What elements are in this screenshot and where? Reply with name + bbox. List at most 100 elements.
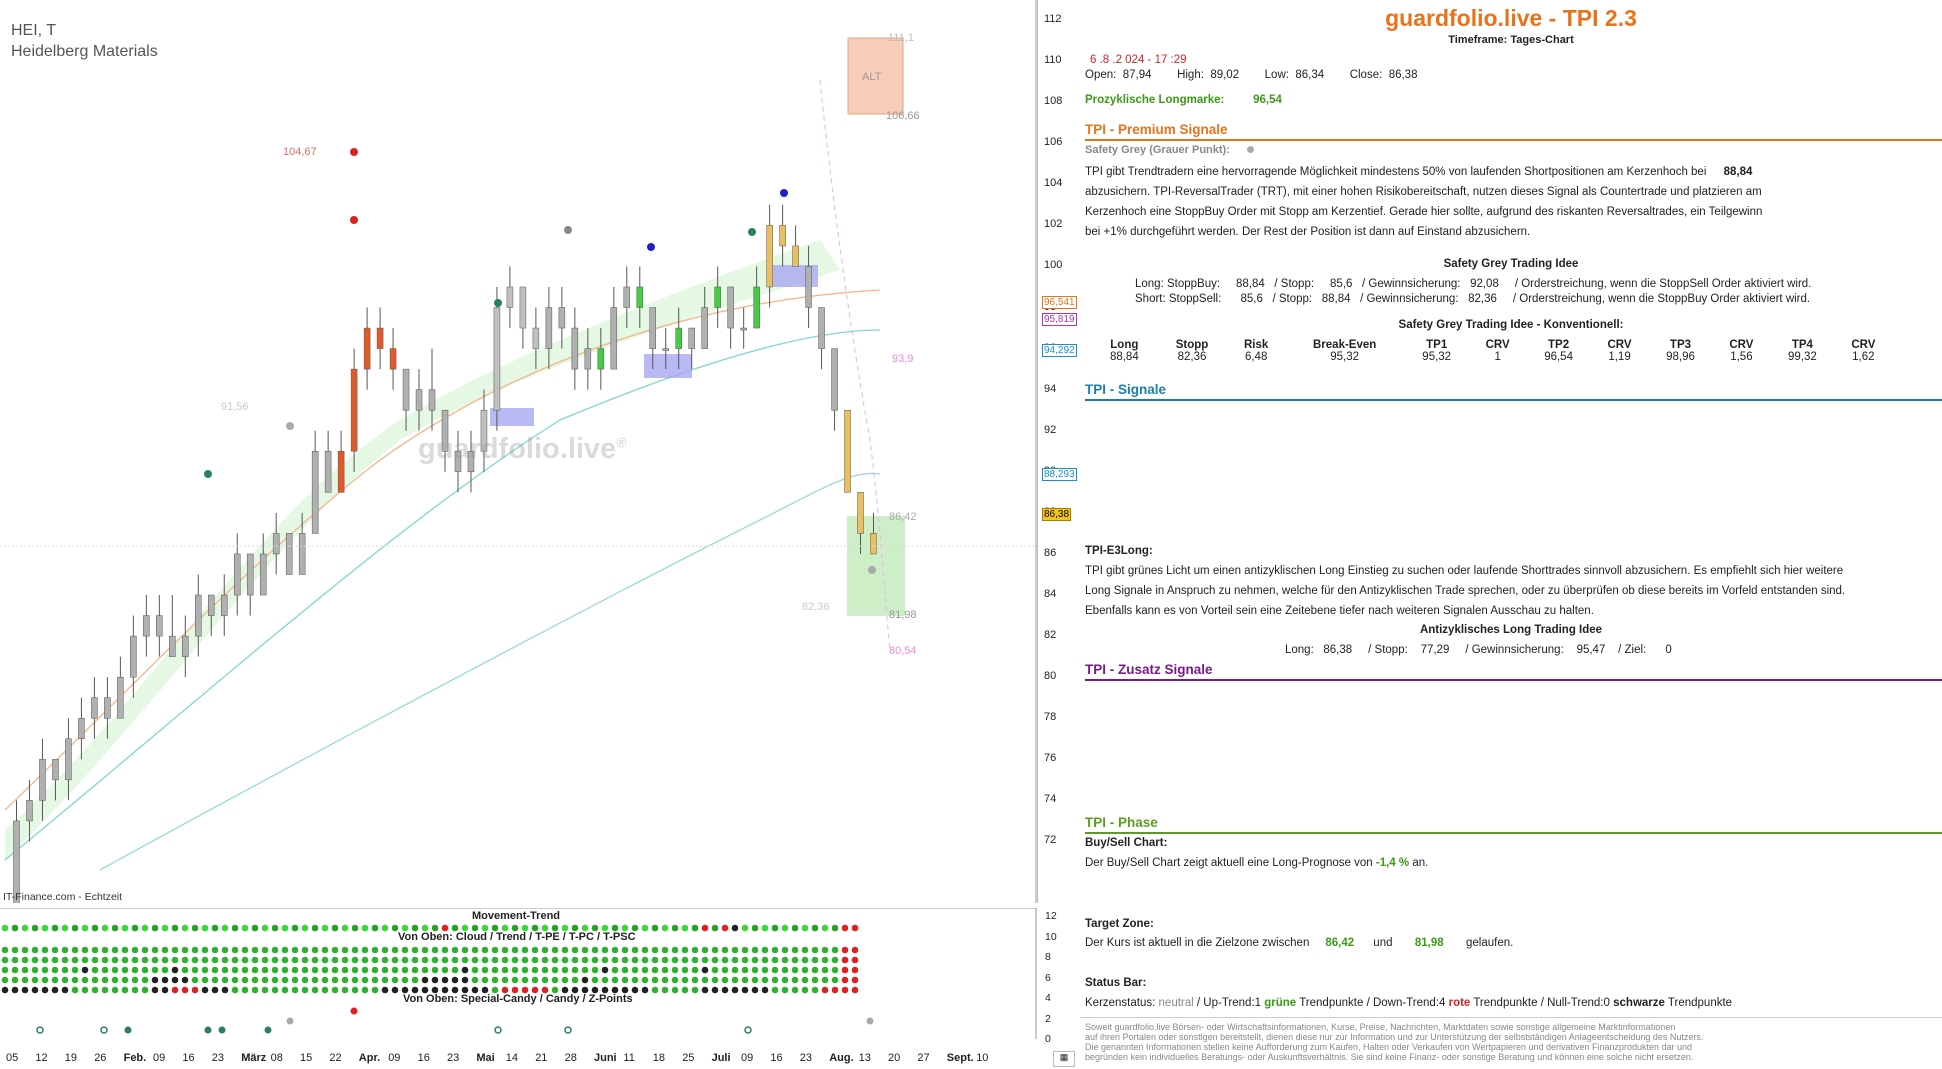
x-tick-26: 16 <box>770 1052 783 1064</box>
conv-value-6: 96,54 <box>1544 351 1573 363</box>
indicator-dot-0-77 <box>771 924 779 932</box>
indicator-dot-5-31 <box>311 986 319 994</box>
indicator-dot-5-44 <box>441 986 449 994</box>
indicator-dot-3-3 <box>31 966 39 974</box>
indicator-dot-4-70 <box>701 976 709 984</box>
indicator-dot-4-50 <box>501 976 509 984</box>
indicator-dot-3-65 <box>651 966 659 974</box>
candle-body-23 <box>311 451 319 534</box>
candy-dot-4 <box>218 1026 226 1034</box>
date-axis[interactable]: 05 12 19 26 Feb. 09 16 23 März 08 15 22 Apr. 09 16 23 Ma… <box>0 1045 1078 1069</box>
conv-value-2: 6,48 <box>1244 351 1268 363</box>
indicator-dot-2-33 <box>331 956 339 964</box>
indicator-dot-2-45 <box>451 956 459 964</box>
candle-body-36 <box>480 409 488 452</box>
indicator-dot-5-11 <box>111 986 119 994</box>
indicator-dot-3-60 <box>601 966 609 974</box>
indicator-dot-4-52 <box>521 976 529 984</box>
indicator-dot-3-39 <box>391 966 399 974</box>
indicator-dot-5-41 <box>411 986 419 994</box>
indicator-dot-0-72 <box>721 924 729 932</box>
indicator-dot-3-73 <box>731 966 739 974</box>
indicator-dot-4-25 <box>251 976 259 984</box>
indicator-dot-2-62 <box>621 956 629 964</box>
candle-body-56 <box>740 327 747 331</box>
indicator-dot-4-15 <box>151 976 159 984</box>
x-tick-8: März <box>241 1052 267 1064</box>
indicator-dot-5-85 <box>851 986 859 994</box>
y-tick-108: 108 <box>1044 95 1063 108</box>
indicator-dot-0-20 <box>201 924 209 932</box>
indicator-dot-0-4 <box>41 924 49 932</box>
indicator-dot-1-49 <box>491 946 499 954</box>
chart-settings-icon[interactable]: ▦ <box>1053 1051 1075 1067</box>
indicator-dot-3-63 <box>631 966 639 974</box>
indicator-axis: 12 10 8 6 4 2 0 <box>1037 908 1078 1045</box>
x-tick-5: 09 <box>153 1052 166 1064</box>
indicator-dot-0-0 <box>1 924 9 932</box>
indicator-dot-4-64 <box>641 976 649 984</box>
indicator-dot-4-40 <box>401 976 409 984</box>
candle-body-44 <box>584 348 592 370</box>
indicator-dot-1-6 <box>61 946 69 954</box>
indicator-dot-3-36 <box>361 966 369 974</box>
conv-table-row: 88,84 82,36 6,48 95,32 95,32 1 96,54 1,19 98,96 1… <box>1092 351 1892 363</box>
indicator-dot-4-5 <box>51 976 59 984</box>
indicator-dot-3-25 <box>251 966 259 974</box>
indicator-dot-1-39 <box>391 946 399 954</box>
price-chart-canvas[interactable] <box>0 0 1037 903</box>
target-title: Target Zone: <box>1085 918 1154 930</box>
indicator-dot-2-47 <box>471 956 479 964</box>
candle-body-46 <box>610 307 618 370</box>
indicator-dot-2-26 <box>261 956 269 964</box>
indicator-dot-0-41 <box>411 924 419 932</box>
indicator-dot-5-74 <box>741 986 749 994</box>
indicator-dot-5-82 <box>821 986 829 994</box>
indicator-dot-1-53 <box>531 946 539 954</box>
conv-header-6: TP2 <box>1548 339 1570 351</box>
candle-body-21 <box>285 533 293 575</box>
indicator-dot-5-67 <box>671 986 679 994</box>
indicator-dot-4-76 <box>761 976 769 984</box>
indicator-dot-0-83 <box>831 924 839 932</box>
indicator-dot-4-44 <box>441 976 449 984</box>
price-axis[interactable]: 1121101081061041021009896949290888684828… <box>1037 0 1078 903</box>
indicator-dot-1-82 <box>821 946 829 954</box>
indicator-dot-0-11 <box>111 924 119 932</box>
x-tick-29: 13 <box>858 1052 871 1064</box>
price-chart[interactable]: HEI, T Heidelberg Materials guardfolio.l… <box>0 0 1038 903</box>
indicator-dot-3-76 <box>761 966 769 974</box>
premium-text-3: Kerzenhoch eine StoppBuy Order mit Stopp… <box>1085 206 1763 218</box>
candle-body-5 <box>78 717 85 740</box>
candle-body-32 <box>428 389 436 411</box>
indicator-dot-0-59 <box>591 924 599 932</box>
indicator-dot-1-70 <box>701 946 709 954</box>
x-tick-17: 14 <box>505 1052 519 1064</box>
ind-y-tick-2: 2 <box>1045 1012 1051 1025</box>
candy-dot-3 <box>204 1026 212 1034</box>
indicator-dot-0-85 <box>851 924 859 932</box>
indicator-dot-2-6 <box>61 956 69 964</box>
indicator-dot-0-44 <box>441 924 449 932</box>
last-price-label: 86,38 <box>1042 508 1072 521</box>
indicator-dot-1-31 <box>311 946 319 954</box>
indicator-dot-0-26 <box>261 924 269 932</box>
indicator-dot-0-10 <box>101 924 109 932</box>
candle-body-58 <box>766 225 773 288</box>
indicator-dot-3-0 <box>1 966 9 974</box>
indicator-dot-4-20 <box>201 976 209 984</box>
conv-header-0: Long <box>1110 339 1139 351</box>
indicator-dot-5-27 <box>271 986 279 994</box>
x-tick-22: 18 <box>652 1052 666 1064</box>
indicator-dot-3-28 <box>281 966 289 974</box>
indicator-dot-2-65 <box>651 956 659 964</box>
conv-header-4: TP1 <box>1426 339 1448 351</box>
indicator-panel[interactable]: Movement-Trend Von Oben: Cloud / Trend /… <box>0 908 1037 1039</box>
indicator-dot-5-7 <box>71 986 79 994</box>
annotation-80-54: 80,54 <box>889 645 917 657</box>
indicator-dot-5-5 <box>51 986 59 994</box>
indicator-dot-2-46 <box>461 956 469 964</box>
candy-dot-8 <box>494 1026 502 1034</box>
indicator-dot-5-80 <box>801 986 809 994</box>
indicator-dot-2-68 <box>681 956 689 964</box>
